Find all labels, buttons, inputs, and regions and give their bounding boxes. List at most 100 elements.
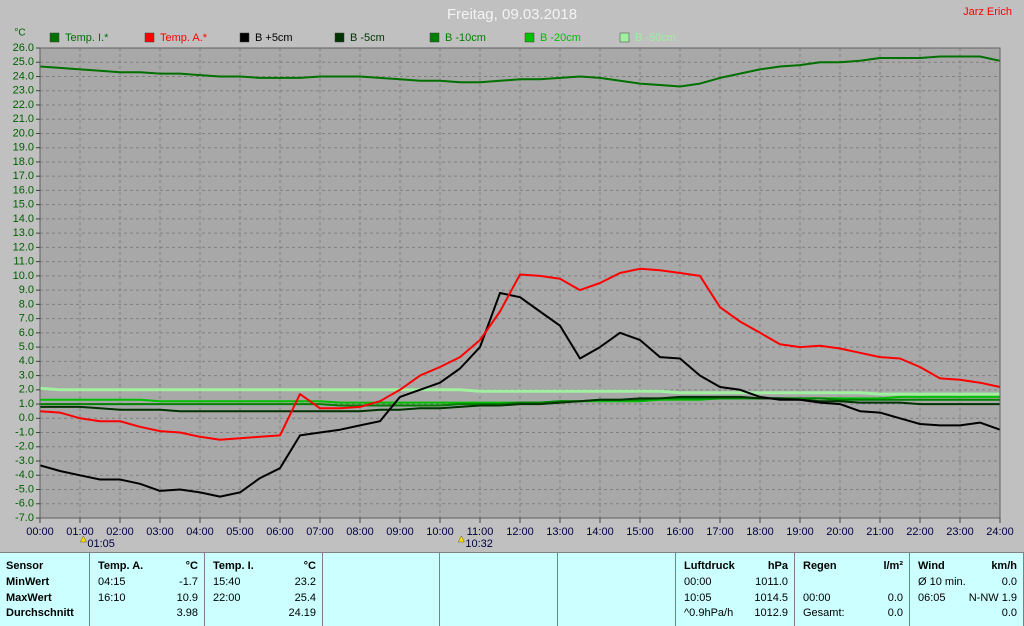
y-tick-label: 13.0 — [13, 227, 34, 239]
y-tick-label: 2.0 — [19, 384, 34, 396]
y-tick-label: -6.0 — [15, 498, 34, 510]
stats-cell: 04:15 — [98, 576, 126, 588]
series-line — [39, 292, 1001, 498]
stats-column — [558, 553, 676, 626]
stats-cell: 0.0 — [1001, 607, 1017, 619]
x-tick-label: 10:00 — [426, 526, 454, 538]
x-tick-label: 02:00 — [106, 526, 134, 538]
y-tick-label: 18.0 — [13, 156, 34, 168]
marker-label: 01:05 — [87, 538, 115, 550]
stats-cell: Durchschnitt — [6, 607, 74, 619]
stats-cell: 3.98 — [176, 607, 198, 619]
y-tick-label: -7.0 — [15, 512, 34, 524]
stats-panel: Sensor MinWert MaxWert Durchschnitt Temp. A.… — [0, 552, 1024, 626]
y-tick-label: -4.0 — [15, 469, 34, 481]
stats-cell: 1014.5 — [754, 592, 788, 604]
stats-cell: 10.9 — [176, 592, 198, 604]
stats-cell: 1012.9 — [754, 607, 788, 619]
x-tick-label: 01:00 — [66, 526, 94, 538]
x-tick-label: 00:00 — [26, 526, 54, 538]
y-axis-label: °C — [14, 28, 25, 39]
x-tick-label: 05:00 — [226, 526, 254, 538]
legend-label: B -10cm — [445, 32, 486, 44]
legend-swatch — [619, 32, 630, 43]
stats-header: Regen — [803, 560, 837, 572]
stats-cell: 15:40 — [213, 576, 241, 588]
stats-header: °C — [303, 560, 316, 572]
marker-icon — [457, 535, 465, 543]
stats-cell: -1.7 — [179, 576, 198, 588]
y-tick-label: 10.0 — [13, 270, 34, 282]
x-tick-label: 12:00 — [506, 526, 534, 538]
marker-label: 10:32 — [465, 538, 493, 550]
chart: Freitag, 09.03.2018 Jarz Erich °C 26.0 25… — [13, 6, 1014, 550]
x-tick-label: 07:00 — [306, 526, 334, 538]
y-tick-label: -1.0 — [15, 426, 34, 438]
stats-column: Luftdruck hPa 00:00 1011.0 10:05 1014.5 ^0.9hP… — [676, 553, 795, 626]
x-tick-label: 16:00 — [666, 526, 694, 538]
y-tick-label: 6.0 — [19, 327, 34, 339]
x-tick-label: 19:00 — [786, 526, 814, 538]
stats-column: Wind km/h Ø 10 min. 0.0 06:05 N-NW 1.9 0.0 — [910, 553, 1024, 626]
stats-column — [323, 553, 440, 626]
series-line — [40, 395, 1000, 413]
legend-swatch — [334, 32, 345, 43]
stats-cell: Gesamt: — [803, 607, 845, 619]
stats-header: Temp. I. — [213, 560, 254, 572]
y-tick-label: -5.0 — [15, 483, 34, 495]
stats-column: Regen l/m² 00:00 0.0 Gesamt: 0.0 — [795, 553, 910, 626]
y-tick-label: 20.0 — [13, 127, 34, 139]
stats-cell: 06:05 — [918, 592, 946, 604]
stats-header: Temp. A. — [98, 560, 144, 572]
y-tick-label: 7.0 — [19, 313, 34, 325]
x-tick-label: 09:00 — [386, 526, 414, 538]
stats-column: Sensor MinWert MaxWert Durchschnitt — [0, 553, 90, 626]
y-tick-label: 26.0 — [13, 42, 34, 54]
y-tick-label: -2.0 — [15, 441, 34, 453]
legend-label: B -5cm — [350, 32, 385, 44]
y-tick-label: 19.0 — [13, 142, 34, 154]
stats-cell: 0.0 — [1001, 576, 1017, 588]
series-line — [40, 397, 1000, 407]
stats-cell: MaxWert — [6, 592, 52, 604]
stats-cell: 25.4 — [294, 592, 316, 604]
stats-header: Wind — [918, 560, 945, 572]
y-tick-label: 1.0 — [19, 398, 34, 410]
y-tick-label: 22.0 — [13, 99, 34, 111]
legend-label: B -50cm — [635, 32, 676, 44]
x-tick-label: 18:00 — [746, 526, 774, 538]
legend-label: B +5cm — [255, 32, 293, 44]
y-tick-label: 8.0 — [19, 298, 34, 310]
stats-cell: MinWert — [6, 576, 50, 588]
x-tick-label: 14:00 — [586, 526, 614, 538]
y-tick-label: 25.0 — [13, 56, 34, 68]
stats-header: hPa — [767, 560, 788, 572]
y-tick-label: 0.0 — [19, 412, 34, 424]
stats-header: °C — [185, 560, 198, 572]
y-tick-label: 23.0 — [13, 85, 34, 97]
x-tick-label: 21:00 — [866, 526, 894, 538]
legend-swatch — [524, 32, 535, 43]
y-tick-label: 5.0 — [19, 341, 34, 353]
stats-cell: 0.0 — [887, 592, 903, 604]
x-tick-label: 15:00 — [626, 526, 654, 538]
y-tick-label: 4.0 — [19, 355, 34, 367]
stats-header: Sensor — [6, 560, 44, 572]
x-tick-label: 08:00 — [346, 526, 374, 538]
y-tick-label: 15.0 — [13, 199, 34, 211]
y-tick-label: -3.0 — [15, 455, 34, 467]
y-tick-label: 9.0 — [19, 284, 34, 296]
legend-label: Temp. A.* — [160, 32, 208, 44]
y-tick-label: 14.0 — [13, 213, 34, 225]
stats-cell: 10:05 — [684, 592, 712, 604]
stats-header: l/m² — [883, 560, 903, 572]
lines — [39, 55, 1001, 498]
legend-swatch — [429, 32, 440, 43]
marker-icon — [79, 535, 87, 543]
y-tick-label: 16.0 — [13, 184, 34, 196]
x-tick-label: 06:00 — [266, 526, 294, 538]
legend-label: B -20cm — [540, 32, 581, 44]
stats-header: Luftdruck — [684, 560, 735, 572]
x-tick-label: 04:00 — [186, 526, 214, 538]
